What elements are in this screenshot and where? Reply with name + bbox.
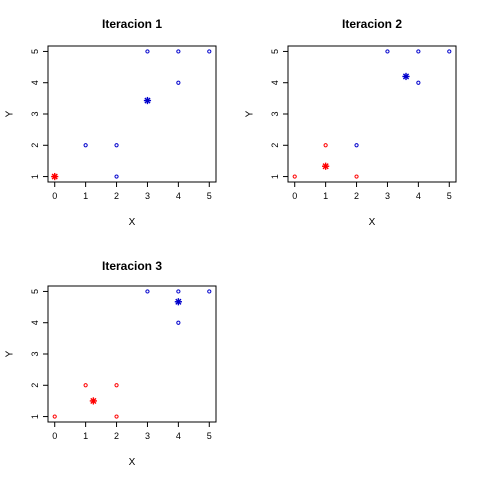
x-tick-label: 1 xyxy=(83,431,88,441)
data-point xyxy=(416,49,421,54)
y-tick-label: 3 xyxy=(30,351,40,356)
data-point xyxy=(385,49,390,54)
y-tick-label: 1 xyxy=(30,174,40,179)
chart-title: Iteracion 3 xyxy=(102,259,162,273)
x-axis-label: X xyxy=(129,217,136,228)
y-tick-label: 2 xyxy=(270,143,280,148)
x-tick-label: 1 xyxy=(323,191,328,201)
y-tick-label: 3 xyxy=(30,111,40,116)
centroid-marker xyxy=(143,96,152,105)
x-tick-label: 3 xyxy=(145,191,150,201)
chart-panel-1: Iteracion 1 0 1 2 3 4 5 1 2 3 4 5 X Y xyxy=(5,17,217,228)
x-tick-label: 0 xyxy=(52,431,57,441)
y-tick-label: 1 xyxy=(270,174,280,179)
data-point xyxy=(176,49,181,54)
x-tick-label: 0 xyxy=(292,191,297,201)
data-point xyxy=(114,143,119,148)
data-point xyxy=(83,383,88,388)
data-point xyxy=(52,414,57,419)
chart-title: Iteracion 2 xyxy=(342,17,402,31)
plot-frame xyxy=(287,45,457,183)
y-tick-label: 4 xyxy=(30,320,40,325)
y-tick-label: 4 xyxy=(270,80,280,85)
x-tick-label: 3 xyxy=(385,191,390,201)
y-tick-label: 3 xyxy=(270,111,280,116)
data-point xyxy=(176,320,181,325)
data-point xyxy=(176,289,181,294)
y-tick-label: 4 xyxy=(30,80,40,85)
data-point xyxy=(323,143,328,148)
centroid-marker xyxy=(174,298,182,306)
data-point xyxy=(83,143,88,148)
x-axis-label: X xyxy=(369,217,376,228)
y-axis-label: Y xyxy=(245,110,256,117)
data-point xyxy=(176,80,181,85)
centroid-marker xyxy=(322,162,330,170)
data-point xyxy=(114,414,119,419)
y-tick-label: 5 xyxy=(30,49,40,54)
plot-frame xyxy=(47,45,217,183)
data-point xyxy=(354,174,359,179)
data-point xyxy=(145,49,150,54)
data-point xyxy=(114,174,119,179)
y-axis-label: Y xyxy=(5,350,16,357)
x-tick-label: 2 xyxy=(114,431,119,441)
data-point xyxy=(207,49,212,54)
data-point xyxy=(416,80,421,85)
y-tick-label: 5 xyxy=(30,289,40,294)
x-tick-label: 2 xyxy=(114,191,119,201)
chart-panel-3: Iteracion 3 0 1 2 3 4 5 1 2 3 4 5 X Y xyxy=(5,259,217,468)
x-tick-label: 5 xyxy=(207,191,212,201)
y-axis-label: Y xyxy=(5,110,16,117)
x-tick-label: 3 xyxy=(145,431,150,441)
x-tick-label: 4 xyxy=(176,431,181,441)
data-point xyxy=(207,289,212,294)
data-point xyxy=(114,383,119,388)
chart-panel-2: Iteracion 2 0 1 2 3 4 5 1 2 3 4 5 X Y xyxy=(245,17,457,228)
x-tick-label: 5 xyxy=(207,431,212,441)
centroid-marker xyxy=(402,72,410,81)
x-tick-label: 4 xyxy=(416,191,421,201)
x-axis-label: X xyxy=(129,457,136,468)
centroid-marker xyxy=(89,397,97,405)
data-point xyxy=(447,49,452,54)
data-point xyxy=(292,174,297,179)
y-tick-label: 5 xyxy=(270,49,280,54)
chart-title: Iteracion 1 xyxy=(102,17,162,31)
y-tick-label: 2 xyxy=(30,143,40,148)
x-tick-label: 5 xyxy=(447,191,452,201)
y-tick-label: 1 xyxy=(30,414,40,419)
x-tick-label: 4 xyxy=(176,191,181,201)
centroid-marker xyxy=(51,172,59,181)
x-tick-label: 2 xyxy=(354,191,359,201)
plot-frame xyxy=(47,285,217,423)
data-point xyxy=(354,143,359,148)
data-point xyxy=(145,289,150,294)
x-tick-label: 1 xyxy=(83,191,88,201)
y-tick-label: 2 xyxy=(30,383,40,388)
x-tick-label: 0 xyxy=(52,191,57,201)
